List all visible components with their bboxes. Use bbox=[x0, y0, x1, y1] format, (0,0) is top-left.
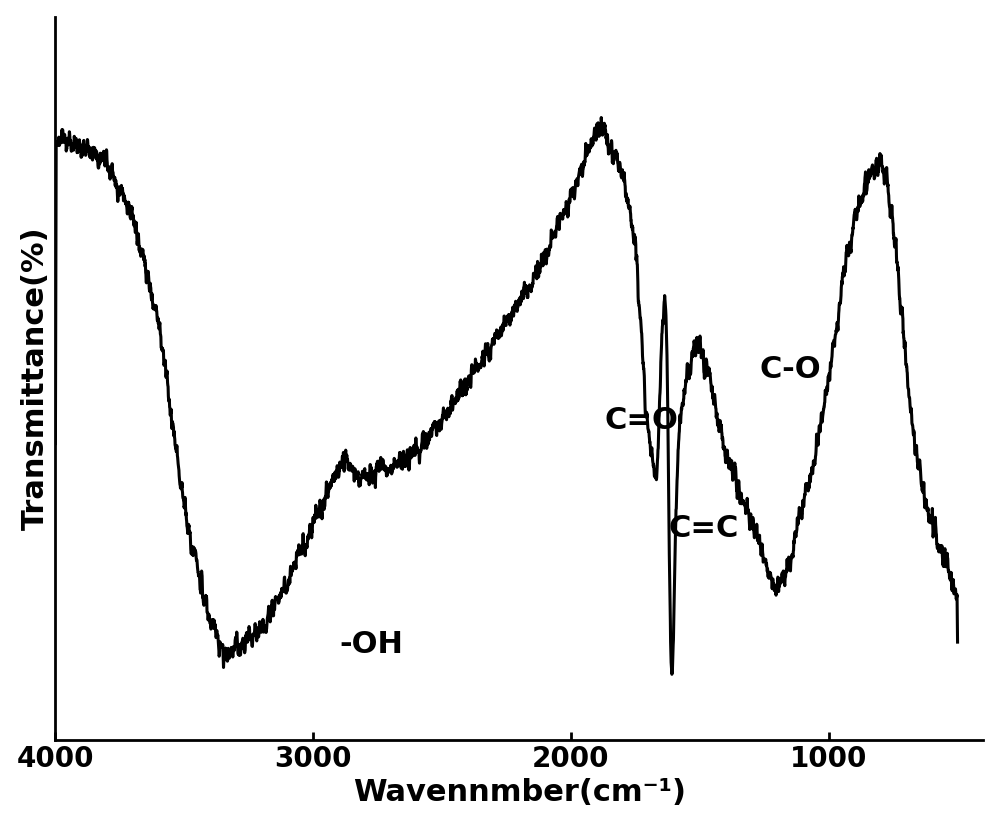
Text: C=C: C=C bbox=[669, 514, 739, 543]
Text: C-O: C-O bbox=[759, 355, 821, 384]
Text: C=O: C=O bbox=[604, 406, 678, 435]
X-axis label: Wavennmber(cm⁻¹): Wavennmber(cm⁻¹) bbox=[353, 779, 686, 808]
Text: -OH: -OH bbox=[339, 630, 403, 659]
Y-axis label: Transmittance(%): Transmittance(%) bbox=[21, 227, 50, 530]
